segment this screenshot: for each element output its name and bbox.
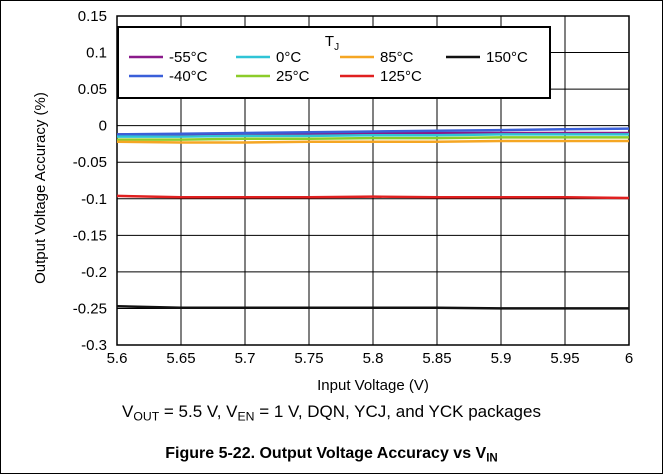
figure-title-sub: IN	[486, 452, 498, 465]
x-tick-labels: 5.6 5.65 5.7 5.75 5.8 5.85 5.9 5.95 6	[107, 350, 634, 367]
x-tick-label: 5.75	[294, 350, 323, 367]
cond-vout-sub: OUT	[133, 409, 160, 424]
test-conditions: VOUT = 5.5 V, VEN = 1 V, DQN, YCJ, and Y…	[0, 402, 663, 424]
figure-title: Figure 5-22. Output Voltage Accuracy vs …	[0, 445, 663, 465]
x-axis-label: Input Voltage (V)	[317, 377, 429, 394]
x-tick-label: 5.65	[166, 350, 195, 367]
y-tick-label: -0.15	[73, 227, 107, 244]
y-tick-label: 0.05	[78, 81, 107, 98]
y-tick-label: -0.05	[73, 154, 107, 171]
series-line-25°C	[117, 136, 629, 141]
legend-label: 0°C	[276, 49, 301, 66]
legend-label: -55°C	[169, 49, 208, 66]
y-tick-label: 0.15	[78, 8, 107, 25]
x-tick-label: 6	[625, 350, 633, 367]
series-line-0°C	[117, 133, 629, 138]
x-tick-label: 5.85	[422, 350, 451, 367]
legend-label: 150°C	[486, 49, 528, 66]
y-tick-label: 0	[99, 118, 107, 135]
series-line-150°C	[116, 305, 629, 310]
series-line-85°C	[116, 139, 629, 144]
cond-vout-rest: = 5.5 V, V	[159, 402, 238, 421]
legend-label: -40°C	[169, 68, 208, 85]
legend-label: 125°C	[380, 68, 422, 85]
series-line--40°C	[116, 127, 630, 136]
legend-label: 25°C	[276, 68, 310, 85]
x-tick-label: 5.95	[550, 350, 579, 367]
y-tick-labels: 0.15 0.1 0.05 0 -0.05 -0.1 -0.15 -0.2 -0.25 -0.3	[73, 8, 107, 354]
figure-title-text: Figure 5-22. Output Voltage Accuracy vs …	[165, 445, 487, 462]
y-tick-label: 0.1	[86, 45, 107, 62]
plot-area	[116, 15, 630, 346]
legend-label: 85°C	[380, 49, 414, 66]
x-tick-label: 5.6	[107, 350, 128, 367]
y-axis-label: Output Voltage Accuracy (%)	[32, 92, 49, 284]
legend-title: TJ	[325, 33, 339, 53]
y-tick-label: -0.1	[81, 191, 107, 208]
y-tick-label: -0.2	[81, 264, 107, 281]
x-tick-label: 5.7	[235, 350, 256, 367]
y-tick-label: -0.3	[81, 337, 107, 354]
legend: TJ -55°C -40°C 0°C 25°C 85°C 125°C 150°C	[117, 26, 551, 99]
y-tick-label: -0.25	[73, 300, 107, 317]
cond-vout: V	[122, 402, 134, 421]
legend-box	[117, 26, 551, 99]
series-line-125°C	[116, 194, 630, 200]
series-lines	[116, 127, 630, 310]
cond-ven-sub: EN	[237, 409, 255, 424]
cond-rest: = 1 V, DQN, YCJ, and YCK packages	[254, 402, 541, 421]
x-tick-label: 5.9	[491, 350, 512, 367]
legend-items: -55°C -40°C 0°C 25°C 85°C 125°C 150°C	[129, 49, 528, 85]
x-tick-label: 5.8	[363, 350, 384, 367]
